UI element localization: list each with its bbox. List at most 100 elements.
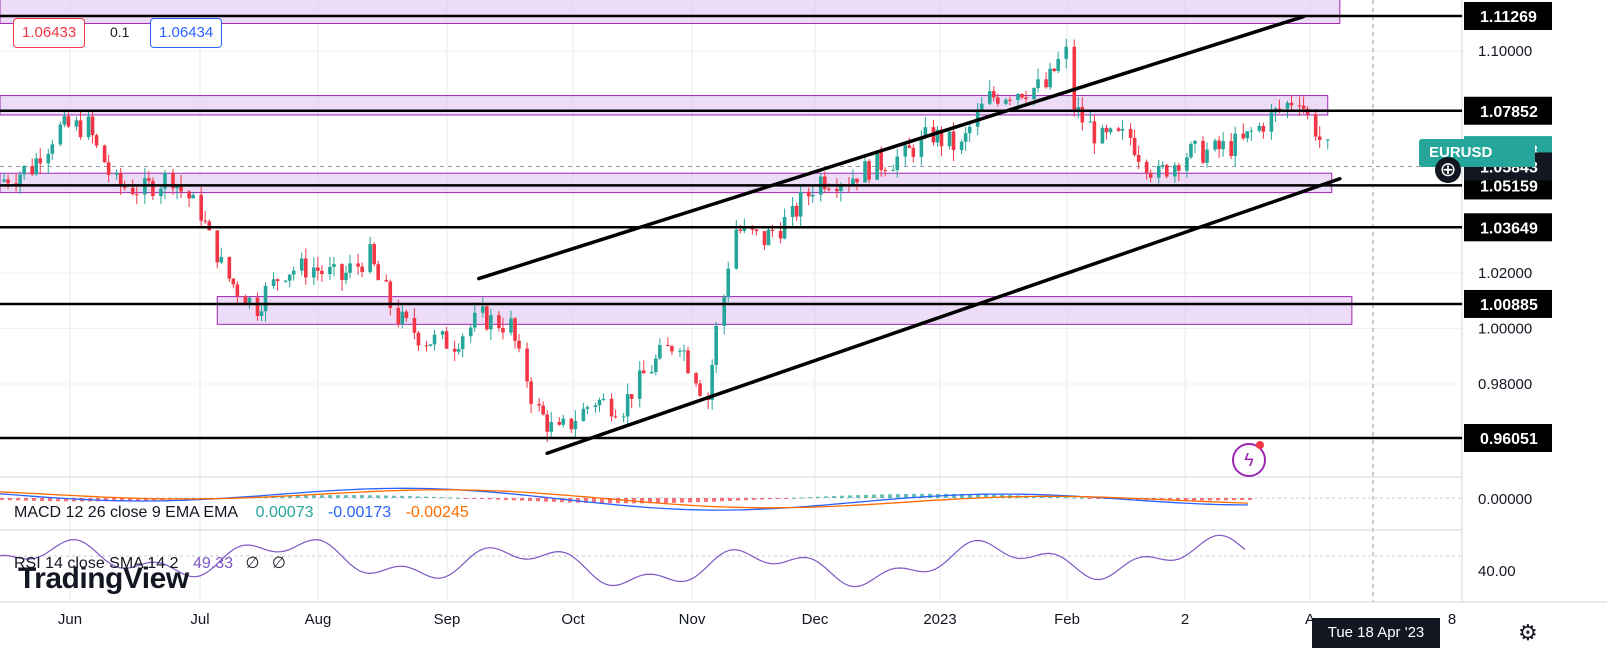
candle-body [545, 414, 549, 432]
candle-body [344, 272, 348, 281]
lightning-icon[interactable]: ϟ [1232, 443, 1266, 477]
candle-body [432, 334, 437, 345]
candle-body [517, 340, 521, 349]
candle-body [762, 231, 767, 246]
candle-body [1080, 107, 1085, 123]
macd-histogram-bar [592, 498, 596, 503]
candle-body [1100, 127, 1105, 144]
level-price-label: 0.96051 [1480, 431, 1538, 448]
macd-histogram-bar [768, 498, 772, 500]
candle-body [207, 221, 212, 231]
macd-histogram-bar [336, 495, 340, 498]
rsi-legend[interactable]: RSI 14 close SMA 14 2 49.33 ∅ ∅ [14, 553, 286, 573]
macd-hist-value: 0.00073 [255, 504, 314, 521]
bid-price[interactable]: 1.06433 [13, 18, 86, 48]
macd-histogram-bar [760, 498, 764, 500]
candle-body [855, 178, 859, 183]
price-tick-label: 0.98000 [1478, 376, 1532, 393]
candle-body [1189, 143, 1193, 158]
candle-body [58, 124, 63, 145]
macd-histogram-bar [1208, 498, 1212, 501]
macd-histogram-bar [400, 495, 404, 498]
candle-body [581, 408, 586, 422]
candle-body [90, 116, 95, 136]
candle-body [1205, 149, 1209, 163]
candle-body [939, 129, 944, 147]
candle-body [650, 372, 654, 374]
macd-histogram-bar [384, 495, 388, 498]
candle-body [22, 166, 26, 175]
candle-body [1008, 99, 1012, 101]
candle-body [485, 306, 489, 330]
settings-gear-icon[interactable]: ⚙ [1518, 620, 1538, 645]
candle-body [1056, 58, 1060, 72]
candle-body [1217, 140, 1221, 150]
candle-body [227, 257, 232, 279]
ask-price[interactable]: 1.06434 [150, 18, 223, 48]
candle-body [537, 403, 541, 406]
candle-body [1277, 108, 1282, 110]
zone-rect [0, 95, 1329, 116]
candle-body [179, 184, 183, 192]
candle-body [312, 267, 316, 278]
candle-body [959, 141, 964, 151]
candle-body [666, 345, 670, 347]
candle-body [585, 407, 590, 409]
candle-body [356, 263, 360, 267]
macd-histogram-bar [8, 498, 12, 501]
candle-body [481, 306, 485, 313]
macd-histogram-bar [136, 498, 140, 501]
macd-histogram-bar [656, 498, 660, 504]
candle-body [199, 194, 203, 221]
macd-histogram-bar [952, 493, 956, 498]
candle-body [1201, 140, 1205, 163]
macd-histogram-bar [1224, 498, 1228, 501]
spread: 0.1 [110, 24, 130, 40]
macd-histogram-bar [40, 498, 44, 501]
candle-body [686, 350, 690, 374]
candle-body [1064, 46, 1069, 59]
macd-histogram-bar [1096, 498, 1100, 499]
macd-histogram-bar [1000, 494, 1004, 498]
candle-body [1120, 129, 1125, 131]
candle-body [1132, 137, 1137, 156]
macd-histogram-bar [808, 497, 812, 499]
candle-body [806, 191, 811, 197]
candle-body [895, 156, 900, 171]
candle-body [163, 172, 167, 189]
macd-histogram-bar [992, 494, 996, 498]
candle-body [34, 158, 39, 175]
candle-body [770, 229, 775, 231]
candle-body [118, 172, 123, 186]
candle-body [384, 280, 389, 282]
macd-histogram-bar [960, 494, 964, 498]
plus-circle-icon[interactable]: ⊕ [1435, 157, 1461, 183]
candle-body [348, 263, 352, 273]
macd-histogram-bar [544, 498, 548, 502]
symbol-tag: EURUSD [1419, 139, 1535, 167]
candle-body [1052, 68, 1056, 72]
candle-body [501, 327, 505, 333]
candle-body [1144, 161, 1149, 173]
candle-body [66, 116, 71, 127]
candle-body [670, 346, 674, 352]
level-price-tag [1464, 96, 1552, 125]
macd-histogram-bar [440, 497, 444, 499]
macd-histogram-bar [48, 498, 52, 502]
macd-histogram-bar [1240, 498, 1244, 501]
time-tick-label: Nov [679, 611, 706, 628]
macd-legend[interactable]: MACD 12 26 close 9 EMA EMA 0.00073 -0.00… [14, 504, 469, 522]
macd-histogram-bar [920, 493, 924, 498]
candle-body [601, 398, 606, 400]
time-tick-label: Dec [802, 611, 829, 628]
macd-histogram-bar [1088, 498, 1092, 499]
macd-axis-label: 0.00000 [1478, 491, 1532, 508]
candle-body [641, 370, 646, 374]
time-tick-label: 8 [1448, 611, 1456, 628]
candle-body [316, 267, 320, 271]
macd-histogram-bar [720, 498, 724, 502]
candle-body [714, 325, 718, 365]
candle-body [497, 315, 501, 328]
candle-body [187, 191, 191, 199]
